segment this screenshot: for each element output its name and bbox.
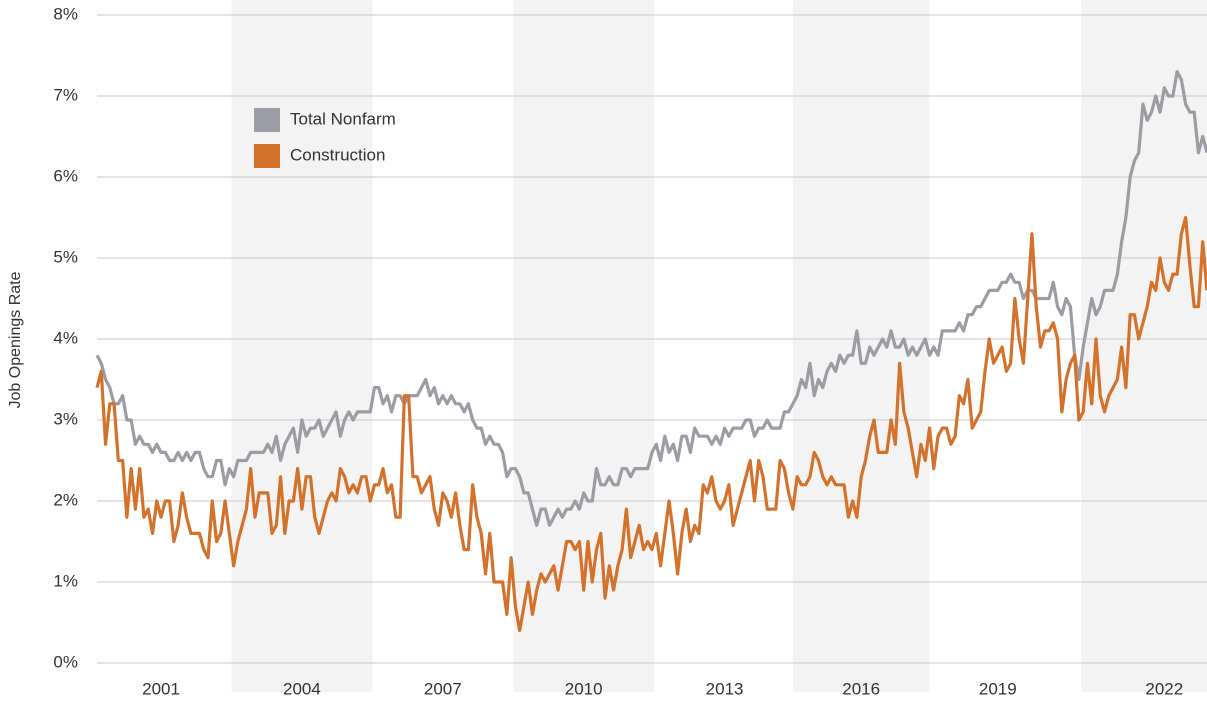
legend-swatch [254,108,280,132]
y-tick-label: 1% [53,571,78,590]
y-tick-label: 2% [53,490,78,509]
x-tick-label: 2004 [283,679,321,698]
x-tick-label: 2013 [706,679,744,698]
legend-swatch [254,144,280,168]
shade-band [231,0,373,692]
y-axis-label: Job Openings Rate [7,271,24,408]
y-tick-label: 4% [53,328,78,347]
shade-band [1081,0,1207,692]
bands [231,0,1207,692]
shade-band [792,0,930,692]
x-tick-label: 2022 [1145,679,1183,698]
y-tick-label: 6% [53,166,78,185]
y-tick-label: 3% [53,409,78,428]
y-tick-label: 5% [53,247,78,266]
y-tick-label: 7% [53,85,78,104]
x-tick-label: 2010 [565,679,603,698]
y-tick-label: 8% [53,4,78,23]
x-tick-label: 2007 [424,679,462,698]
series-line [95,215,1207,633]
grid [97,14,1207,664]
series-line [95,70,1207,527]
legend-label: Total Nonfarm [290,109,396,128]
lines [95,70,1207,633]
x-tick-label: 2001 [142,679,180,698]
x-tick-label: 2019 [979,679,1017,698]
y-tick-label: 0% [53,652,78,671]
x-tick-label: 2016 [842,679,880,698]
legend-label: Construction [290,145,385,164]
